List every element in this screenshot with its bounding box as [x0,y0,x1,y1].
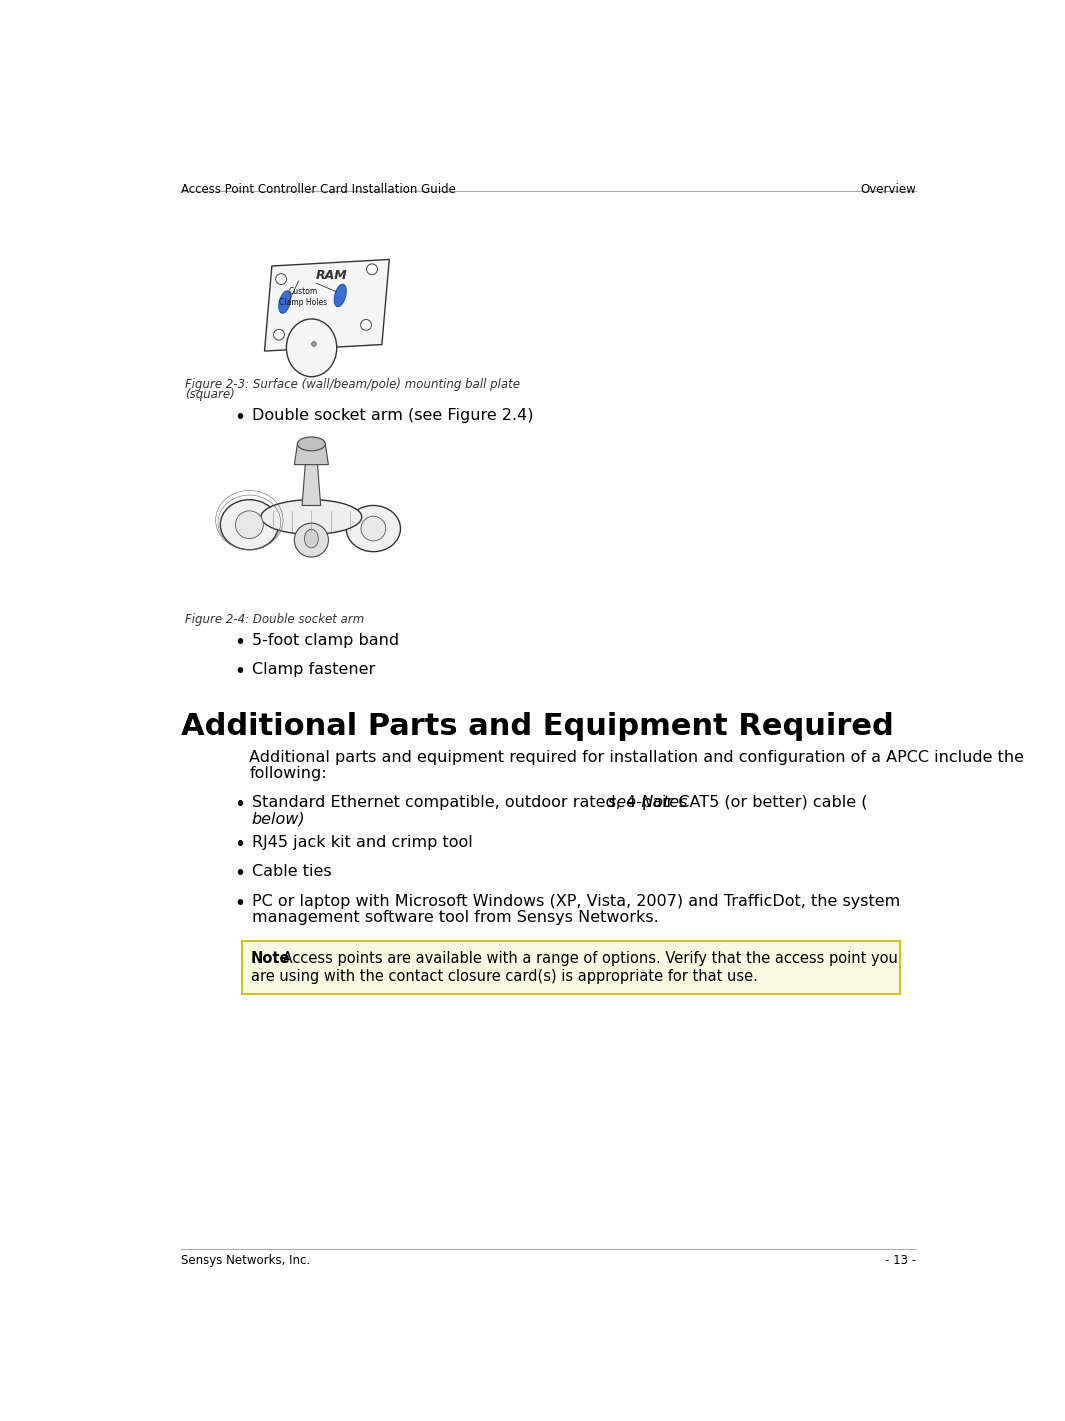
Ellipse shape [279,291,291,313]
Text: RAM: RAM [316,270,348,283]
Circle shape [276,274,286,284]
Text: •: • [234,794,245,814]
Text: below): below) [251,811,306,827]
Ellipse shape [346,506,400,551]
Ellipse shape [305,530,318,549]
Ellipse shape [334,284,346,307]
Text: •: • [234,836,245,854]
Circle shape [361,516,386,541]
Text: RJ45 jack kit and crimp tool: RJ45 jack kit and crimp tool [251,836,473,850]
Text: Cable ties: Cable ties [251,864,331,880]
Text: Sensys Networks, Inc.: Sensys Networks, Inc. [181,1253,310,1268]
Ellipse shape [297,436,325,450]
Circle shape [361,320,372,330]
Circle shape [312,341,316,347]
Text: Additional parts and equipment required for installation and configuration of a : Additional parts and equipment required … [249,750,1025,766]
Text: : Access points are available with a range of options. Verify that the access po: : Access points are available with a ran… [274,951,898,966]
Text: Clamp fastener: Clamp fastener [251,662,375,676]
Text: •: • [234,632,245,651]
Text: Additional Parts and Equipment Required: Additional Parts and Equipment Required [181,712,894,740]
Text: see Notes: see Notes [608,794,688,810]
Ellipse shape [220,500,278,550]
Text: 5-foot clamp band: 5-foot clamp band [251,632,398,648]
Ellipse shape [261,500,362,534]
Circle shape [274,330,284,340]
Circle shape [294,523,328,557]
Text: (square): (square) [185,388,234,401]
Circle shape [366,264,377,274]
Circle shape [235,512,263,539]
Ellipse shape [286,318,337,377]
Text: Figure 2-3: Surface (wall/beam/pole) mounting ball plate: Figure 2-3: Surface (wall/beam/pole) mou… [185,378,520,391]
Text: Figure 2-4: Double socket arm: Figure 2-4: Double socket arm [185,614,364,627]
Polygon shape [294,443,328,465]
Text: management software tool from Sensys Networks.: management software tool from Sensys Net… [251,911,658,925]
Polygon shape [264,260,390,351]
Polygon shape [302,455,321,506]
Text: •: • [234,408,245,426]
Text: - 13 -: - 13 - [885,1253,916,1268]
FancyBboxPatch shape [242,941,900,993]
Text: are using with the contact closure card(s) is appropriate for that use.: are using with the contact closure card(… [251,969,758,983]
Text: Overview: Overview [861,183,916,196]
Text: •: • [234,662,245,681]
Text: Access Point Controller Card Installation Guide: Access Point Controller Card Installatio… [181,183,456,196]
Text: Custom
Clamp Holes: Custom Clamp Holes [279,287,327,307]
Text: •: • [234,864,245,884]
Text: •: • [234,894,245,912]
Text: PC or laptop with Microsoft Windows (XP, Vista, 2007) and TrafficDot, the system: PC or laptop with Microsoft Windows (XP,… [251,894,900,908]
Text: Note: Note [251,951,291,966]
Text: Double socket arm (see Figure 2.4): Double socket arm (see Figure 2.4) [251,408,534,422]
Text: following:: following: [249,766,327,780]
Text: Standard Ethernet compatible, outdoor rated, 4-pair CAT5 (or better) cable (: Standard Ethernet compatible, outdoor ra… [251,794,867,810]
